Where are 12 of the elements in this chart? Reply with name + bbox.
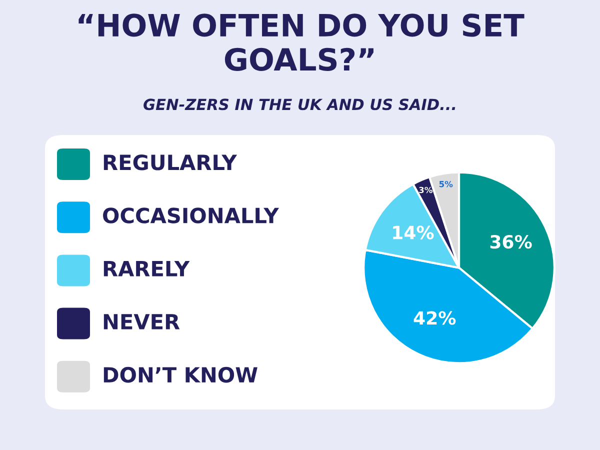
data-label: 14%	[393, 226, 434, 240]
data-label: 36%	[490, 234, 532, 249]
legend-label: RARELY	[104, 261, 190, 276]
legend-label: REGULARLY	[104, 154, 238, 170]
data-label: 42%	[414, 311, 456, 325]
chart-subtitle: GEN-ZERS IN THE UK AND US SAID...	[144, 98, 456, 110]
chart-title: “HOW OFTEN DO YOU SET GOALS?”	[78, 14, 524, 71]
data-label: 5%	[439, 180, 453, 188]
legend-label: DON’T KNOW	[104, 366, 258, 383]
legend-label: NEVER	[104, 314, 180, 330]
legend-label: OCCASIONALLY	[103, 208, 280, 224]
data-label: 3%	[419, 186, 432, 194]
